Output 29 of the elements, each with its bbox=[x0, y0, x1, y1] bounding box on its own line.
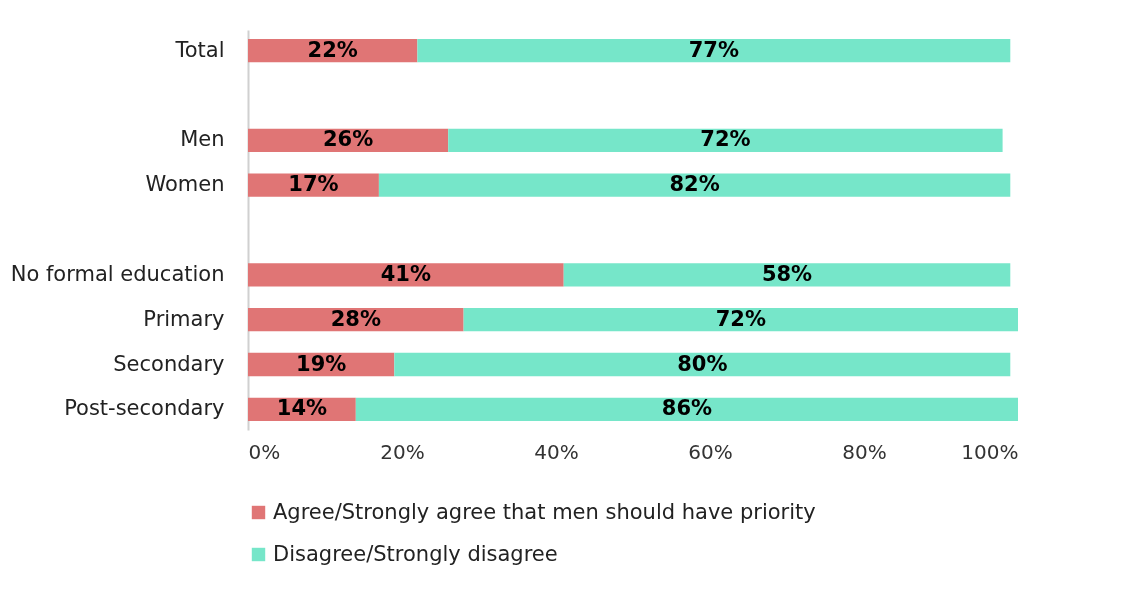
y-tick-label: No formal education bbox=[10, 261, 225, 286]
y-tick-label: Men bbox=[180, 127, 225, 152]
data-label: 14% bbox=[276, 396, 328, 421]
data-label: 86% bbox=[661, 396, 713, 421]
data-label: 26% bbox=[322, 127, 374, 152]
x-tick-label: 40% bbox=[534, 439, 579, 464]
y-tick-label: Total bbox=[174, 37, 225, 62]
data-label: 41% bbox=[380, 261, 431, 286]
y-tick-label: Secondary bbox=[113, 351, 225, 376]
x-tick-label: 0% bbox=[248, 439, 281, 464]
legend-label: Agree/Strongly agree that men should have priority bbox=[273, 499, 816, 524]
data-label: 80% bbox=[677, 351, 728, 376]
data-label: 58% bbox=[761, 261, 813, 286]
y-tick-label: Primary bbox=[143, 306, 225, 331]
data-label: 72% bbox=[700, 127, 751, 152]
x-tick-label: 20% bbox=[380, 439, 425, 464]
data-label: 82% bbox=[669, 172, 720, 197]
y-tick-label: Post-secondary bbox=[64, 396, 225, 421]
data-label: 28% bbox=[330, 306, 381, 331]
data-label: 72% bbox=[715, 306, 766, 331]
x-tick-label: 80% bbox=[842, 439, 887, 464]
data-label: 17% bbox=[288, 172, 339, 197]
x-tick-label: 60% bbox=[688, 439, 733, 464]
data-label: 22% bbox=[307, 37, 358, 62]
data-label: 19% bbox=[296, 351, 347, 376]
legend-label: Disagree/Strongly disagree bbox=[273, 541, 558, 566]
y-tick-label: Women bbox=[145, 172, 225, 197]
x-tick-label: 100% bbox=[961, 439, 1019, 464]
data-label: 77% bbox=[688, 37, 739, 62]
